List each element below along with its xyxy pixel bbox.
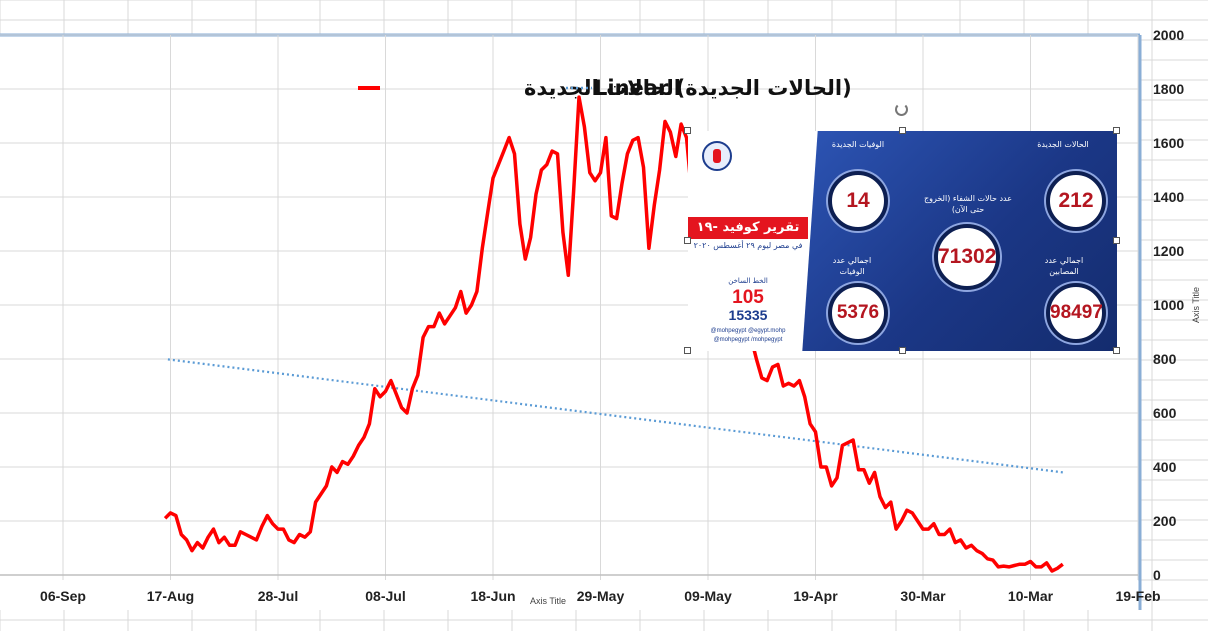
x-axis-title[interactable]: Axis Title: [530, 596, 566, 606]
y-axis-title[interactable]: Axis Title: [1191, 287, 1201, 323]
x-tick-label: 17-Aug: [147, 588, 194, 604]
new-cases-value: 212: [1046, 171, 1106, 231]
recovered-label: عدد حالات الشفاء (الخروج حتى الآن): [923, 194, 1013, 214]
total-cases-label: اجمالي عدد المصابين: [1044, 256, 1084, 276]
x-axis-ticks: 06-Sep 17-Aug 28-Jul 08-Jul 18-Jun 29-May 09-M…: [40, 588, 1161, 604]
x-tick-label: 19-Apr: [793, 588, 838, 604]
report-banner-subtitle: في مصر ليوم ٢٩ أغسطس ٢٠٢٠: [693, 241, 803, 250]
legend-label-trendline: Linear (الحالات الجديدة): [594, 76, 852, 100]
x-tick-label: 10-Mar: [1008, 588, 1054, 604]
resize-handle-right[interactable]: [1113, 237, 1120, 244]
resize-handle-top-right[interactable]: [1113, 127, 1120, 134]
x-tick-label: 09-May: [684, 588, 732, 604]
y-tick-label: 1200: [1153, 243, 1184, 259]
legend[interactable]: الحالات الجديدة Linear (الحالات الجديدة): [358, 76, 852, 100]
x-tick-label: 06-Sep: [40, 588, 86, 604]
y-tick-label: 2000: [1153, 27, 1184, 43]
y-tick-label: 1800: [1153, 81, 1184, 97]
x-tick-label: 08-Jul: [365, 588, 405, 604]
total-deaths-label: اجمالي عدد الوفيات: [832, 256, 872, 276]
trendline-series[interactable]: [164, 357, 1063, 474]
ministry-logo-icon: [702, 141, 732, 171]
rotate-handle-icon[interactable]: [895, 103, 908, 116]
social-handles: @mohpegypt @egypt.mohp @mohpegypt /mohpe…: [710, 328, 786, 343]
new-cases-label: الحالات الجديدة: [1037, 140, 1089, 149]
y-axis-ticks: 0 200 400 600 800 1000 1200 1400 1600 1800 2000: [1153, 27, 1184, 583]
resize-handle-bottom[interactable]: [899, 347, 906, 354]
y-tick-label: 0: [1153, 567, 1161, 583]
total-deaths-value: 5376: [828, 283, 888, 343]
resize-handle-left[interactable]: [684, 237, 691, 244]
total-cases-value: 98497: [1046, 283, 1106, 343]
y-tick-label: 400: [1153, 459, 1177, 475]
y-tick-label: 800: [1153, 351, 1177, 367]
y-tick-label: 1400: [1153, 189, 1184, 205]
y-tick-label: 1000: [1153, 297, 1184, 313]
new-cases-series-line[interactable]: [163, 95, 1064, 573]
x-tick-label: 29-May: [577, 588, 625, 604]
recovered-value: 71302: [934, 224, 1000, 290]
legend-label-new-cases: الحالات الجديدة: [524, 76, 681, 100]
new-deaths-value: 14: [828, 171, 888, 231]
x-tick-label: 18-Jun: [470, 588, 515, 604]
new-deaths-label: الوفيات الجديدة: [831, 140, 885, 149]
y-tick-label: 200: [1153, 513, 1177, 529]
y-tick-label: 1600: [1153, 135, 1184, 151]
hotline-label: الخط الساخن: [728, 277, 768, 285]
resize-handle-bottom-right[interactable]: [1113, 347, 1120, 354]
y-tick-label: 600: [1153, 405, 1177, 421]
report-banner-title: تقرير كوفيد -١٩: [688, 217, 808, 239]
hotline-number-1: 105: [732, 287, 764, 308]
x-tick-label: 30-Mar: [900, 588, 946, 604]
resize-handle-top-left[interactable]: [684, 127, 691, 134]
x-tick-label: 19-Feb: [1115, 588, 1160, 604]
resize-handle-bottom-left[interactable]: [684, 347, 691, 354]
resize-handle-top[interactable]: [899, 127, 906, 134]
hotline-number-2: 15335: [728, 307, 768, 323]
covid-report-image[interactable]: تقرير كوفيد -١٩ في مصر ليوم ٢٩ أغسطس ٢٠٢…: [688, 131, 1117, 351]
x-tick-label: 28-Jul: [258, 588, 298, 604]
